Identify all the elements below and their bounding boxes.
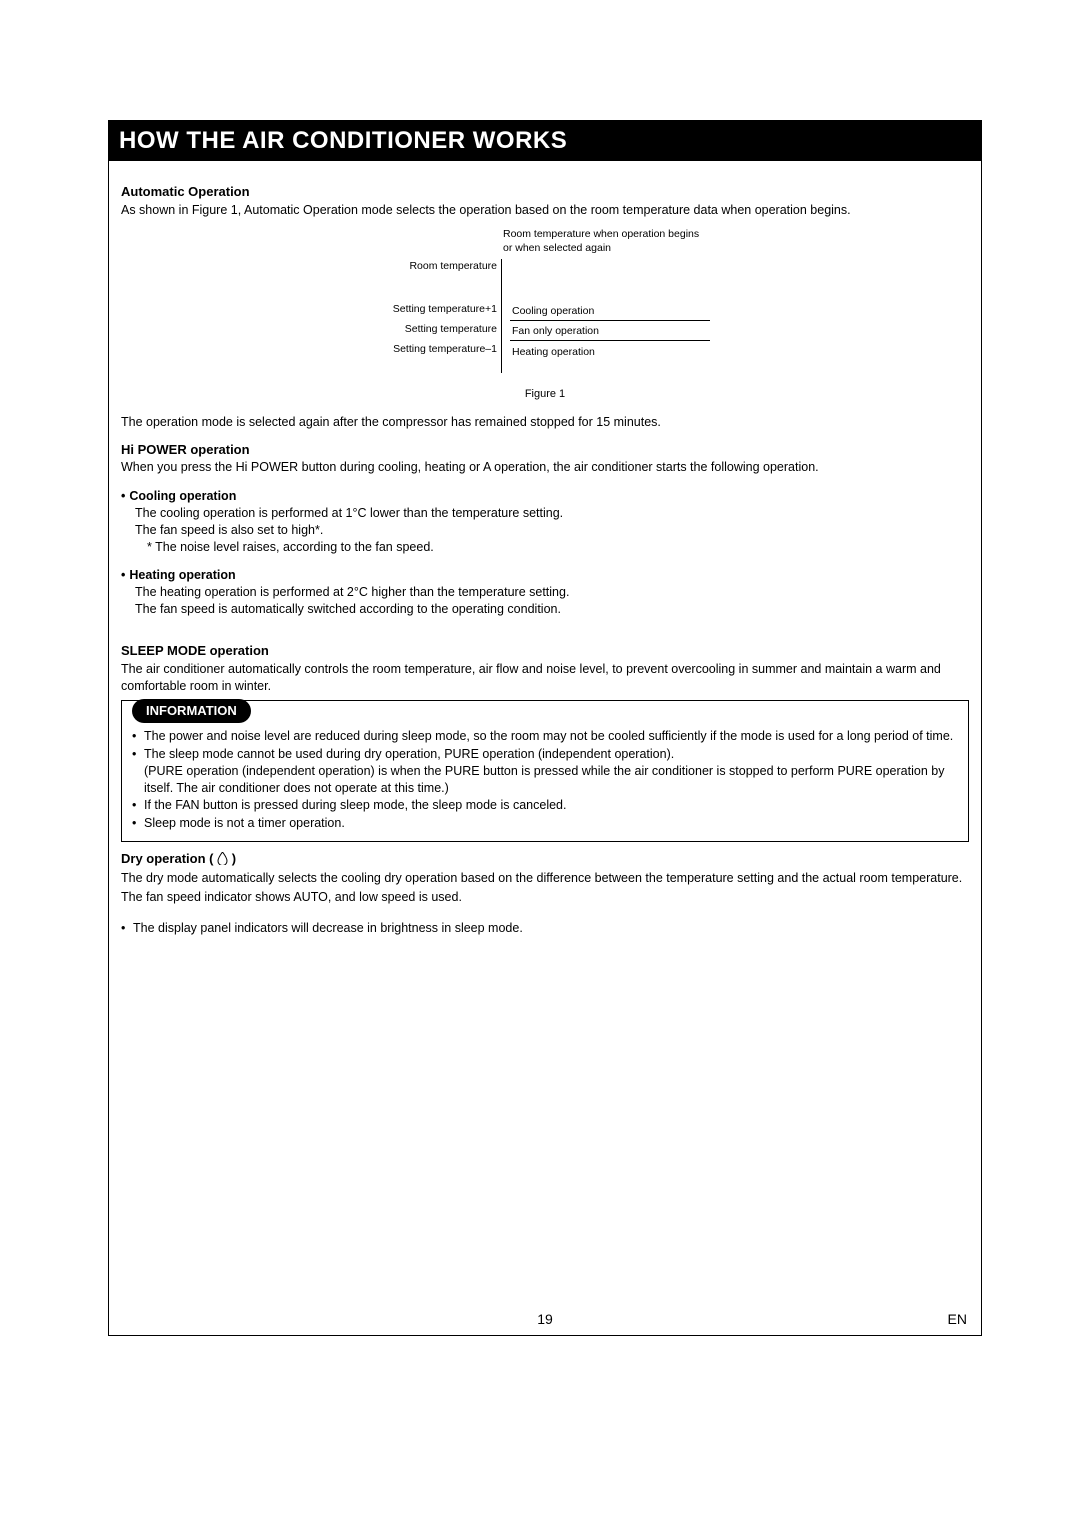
cooling-op-heading: • Cooling operation bbox=[121, 488, 969, 505]
info-item-2: • The sleep mode cannot be used during d… bbox=[132, 746, 958, 797]
dry-operation-heading: Dry operation ( ) bbox=[121, 850, 969, 870]
zone-heating: Heating operation bbox=[510, 341, 761, 359]
info-item-1: • The power and noise level are reduced … bbox=[132, 728, 958, 745]
page-number: 19 bbox=[123, 1311, 967, 1327]
bullet-dot-icon: • bbox=[132, 728, 144, 745]
zone-fan-only: Fan only operation bbox=[510, 321, 710, 341]
cooling-op-star: * The noise level raises, according to t… bbox=[147, 539, 969, 556]
auto-after-note: The operation mode is selected again aft… bbox=[121, 414, 969, 431]
figure-right-zones: Cooling operation Fan only operation Hea… bbox=[501, 259, 761, 373]
fig-spacer-top bbox=[510, 259, 761, 301]
heating-op-heading-text: Heating operation bbox=[129, 568, 235, 582]
zone-cooling: Cooling operation bbox=[510, 301, 710, 321]
automatic-operation-heading: Automatic Operation bbox=[121, 183, 969, 201]
figure-caption: Figure 1 bbox=[325, 387, 765, 402]
heating-op-l1: The heating operation is performed at 2°… bbox=[135, 584, 969, 601]
dry-l1: The dry mode automatically selects the c… bbox=[121, 870, 969, 887]
content-area: Automatic Operation As shown in Figure 1… bbox=[109, 161, 981, 948]
page-footer: 19 EN bbox=[109, 1311, 981, 1327]
bullet-dot-icon: • bbox=[132, 815, 144, 832]
label-setting-plus-1: Setting temperature+1 bbox=[325, 299, 497, 319]
section-title: HOW THE AIR CONDITIONER WORKS bbox=[119, 127, 567, 154]
bullet-dot-icon: • bbox=[121, 568, 125, 582]
info-item-4-text: Sleep mode is not a timer operation. bbox=[144, 815, 958, 832]
info-item-4: • Sleep mode is not a timer operation. bbox=[132, 815, 958, 832]
heating-op-l2: The fan speed is automatically switched … bbox=[135, 601, 969, 618]
figure-top-caption: Room temperature when operation begins o… bbox=[503, 228, 765, 254]
manual-page: HOW THE AIR CONDITIONER WORKS Automatic … bbox=[0, 0, 1080, 1528]
bullet-dot-icon: • bbox=[132, 797, 144, 814]
label-setting: Setting temperature bbox=[325, 319, 497, 339]
information-box: INFORMATION • The power and noise level … bbox=[121, 700, 969, 842]
figure-left-labels: Room temperature Setting temperature+1 S… bbox=[325, 259, 501, 373]
automatic-operation-desc: As shown in Figure 1, Automatic Operatio… bbox=[121, 202, 969, 219]
label-setting-minus-1: Setting temperature–1 bbox=[325, 339, 497, 359]
figure-1: Room temperature when operation begins o… bbox=[325, 228, 765, 401]
fig-top-l1: Room temperature when operation begins bbox=[503, 228, 699, 240]
info-item-3: • If the FAN button is pressed during sl… bbox=[132, 797, 958, 814]
info-item-3-text: If the FAN button is pressed during slee… bbox=[144, 797, 958, 814]
label-room-temperature: Room temperature bbox=[325, 259, 497, 273]
information-list: • The power and noise level are reduced … bbox=[132, 728, 958, 832]
info-i2a: The sleep mode cannot be used during dry… bbox=[144, 747, 674, 761]
figure-body: Room temperature Setting temperature+1 S… bbox=[325, 259, 765, 373]
language-code: EN bbox=[948, 1311, 967, 1327]
section-title-bar: HOW THE AIR CONDITIONER WORKS bbox=[109, 121, 981, 161]
hipower-desc: When you press the Hi POWER button durin… bbox=[121, 459, 969, 476]
droplet-icon bbox=[217, 852, 228, 870]
hipower-heading: Hi POWER operation bbox=[121, 441, 969, 459]
display-brightness-text: The display panel indicators will decrea… bbox=[133, 920, 969, 937]
heating-op-heading: • Heating operation bbox=[121, 567, 969, 584]
fig-spacer-bottom bbox=[510, 359, 761, 373]
info-item-1-text: The power and noise level are reduced du… bbox=[144, 728, 958, 745]
sleep-mode-desc: The air conditioner automatically contro… bbox=[121, 661, 969, 695]
info-pill-wrap: INFORMATION bbox=[142, 701, 958, 728]
dry-heading-pre: Dry operation ( bbox=[121, 851, 217, 866]
fig-top-l2: or when selected again bbox=[503, 242, 611, 254]
dry-heading-post: ) bbox=[228, 851, 236, 866]
display-brightness-note: • The display panel indicators will decr… bbox=[121, 920, 969, 937]
bullet-dot-icon: • bbox=[121, 489, 125, 503]
cooling-op-heading-text: Cooling operation bbox=[129, 489, 236, 503]
sleep-mode-heading: SLEEP MODE operation bbox=[121, 642, 969, 660]
info-item-2-text: The sleep mode cannot be used during dry… bbox=[144, 746, 958, 797]
page-frame: HOW THE AIR CONDITIONER WORKS Automatic … bbox=[108, 120, 982, 1336]
bullet-dot-icon: • bbox=[121, 920, 133, 937]
cooling-op-l1: The cooling operation is performed at 1°… bbox=[135, 505, 969, 522]
information-pill: INFORMATION bbox=[132, 699, 251, 723]
cooling-op-l2: The fan speed is also set to high*. bbox=[135, 522, 969, 539]
info-i2b: (PURE operation (independent operation) … bbox=[144, 764, 944, 795]
bullet-dot-icon: • bbox=[132, 746, 144, 797]
dry-l2: The fan speed indicator shows AUTO, and … bbox=[121, 889, 969, 906]
